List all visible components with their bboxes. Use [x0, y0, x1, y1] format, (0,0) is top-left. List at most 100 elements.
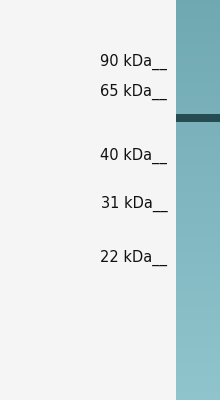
Bar	[176, 244, 220, 245]
Bar	[176, 376, 220, 377]
Bar	[176, 218, 220, 220]
Bar	[176, 278, 220, 280]
Bar	[176, 364, 220, 365]
Bar	[176, 224, 220, 225]
Bar	[176, 325, 220, 327]
Bar	[176, 250, 220, 252]
Bar	[176, 262, 220, 264]
Bar	[176, 308, 220, 309]
Bar	[176, 228, 220, 229]
Bar	[176, 272, 220, 273]
Bar	[176, 330, 220, 332]
Bar	[176, 0, 220, 1]
Bar	[176, 17, 220, 19]
Bar	[176, 102, 220, 104]
Bar	[176, 204, 220, 205]
Bar	[176, 237, 220, 239]
Bar	[176, 141, 220, 143]
Bar	[176, 348, 220, 349]
Bar	[176, 82, 220, 84]
Bar	[176, 205, 220, 207]
Bar	[176, 276, 220, 277]
Bar	[176, 104, 220, 105]
Bar	[176, 122, 220, 124]
Bar	[176, 389, 220, 391]
Bar	[176, 197, 220, 199]
Bar	[176, 241, 220, 243]
Bar	[176, 390, 220, 392]
Bar	[176, 369, 220, 371]
Bar	[176, 132, 220, 133]
Bar	[176, 88, 220, 89]
Bar	[176, 240, 220, 241]
Bar	[176, 98, 220, 100]
Bar	[176, 68, 220, 69]
Bar	[176, 210, 220, 212]
Bar	[176, 392, 220, 393]
Bar	[176, 293, 220, 295]
Bar	[176, 393, 220, 395]
Bar	[176, 340, 220, 341]
Bar	[176, 277, 220, 279]
Bar	[176, 333, 220, 335]
Bar	[176, 150, 220, 152]
Bar	[176, 129, 220, 131]
Bar	[176, 33, 220, 35]
Text: 90 kDa__: 90 kDa__	[100, 54, 167, 70]
Bar	[176, 62, 220, 64]
Bar	[176, 97, 220, 99]
Bar	[176, 120, 220, 121]
Bar	[176, 345, 220, 347]
Bar	[176, 374, 220, 376]
Bar	[176, 229, 220, 231]
Bar	[176, 116, 220, 117]
Bar	[176, 73, 220, 75]
Bar	[176, 312, 220, 313]
Bar	[176, 305, 220, 307]
Bar	[176, 177, 220, 179]
Bar	[176, 124, 220, 125]
Bar	[176, 214, 220, 216]
Bar	[176, 180, 220, 181]
Bar	[176, 225, 220, 227]
Bar	[176, 270, 220, 272]
Bar	[176, 12, 220, 13]
Bar	[176, 128, 220, 129]
Bar	[176, 236, 220, 237]
Bar	[176, 268, 220, 269]
Bar	[176, 134, 220, 136]
Bar	[176, 48, 220, 49]
Bar	[176, 168, 220, 169]
Bar	[176, 109, 220, 111]
Bar	[176, 138, 220, 140]
Bar	[176, 181, 220, 183]
Bar	[176, 341, 220, 343]
Bar	[176, 372, 220, 373]
Bar	[176, 324, 220, 325]
Bar	[176, 196, 220, 197]
Bar	[176, 8, 220, 9]
Bar	[176, 105, 220, 107]
Bar	[176, 298, 220, 300]
Bar	[176, 381, 220, 383]
Bar	[176, 76, 220, 77]
Bar	[176, 288, 220, 289]
Bar	[176, 84, 220, 85]
Bar	[176, 74, 220, 76]
Bar	[176, 242, 220, 244]
Bar	[176, 396, 220, 397]
Bar	[176, 386, 220, 388]
Bar	[176, 69, 220, 71]
Bar	[176, 81, 220, 83]
Bar	[176, 304, 220, 305]
Bar	[176, 77, 220, 79]
Bar	[176, 142, 220, 144]
Bar	[176, 234, 220, 236]
Bar	[176, 202, 220, 204]
Bar	[176, 382, 220, 384]
Bar	[176, 45, 220, 47]
Bar	[176, 273, 220, 275]
Bar	[176, 201, 220, 203]
Bar	[176, 357, 220, 359]
Bar	[176, 178, 220, 180]
